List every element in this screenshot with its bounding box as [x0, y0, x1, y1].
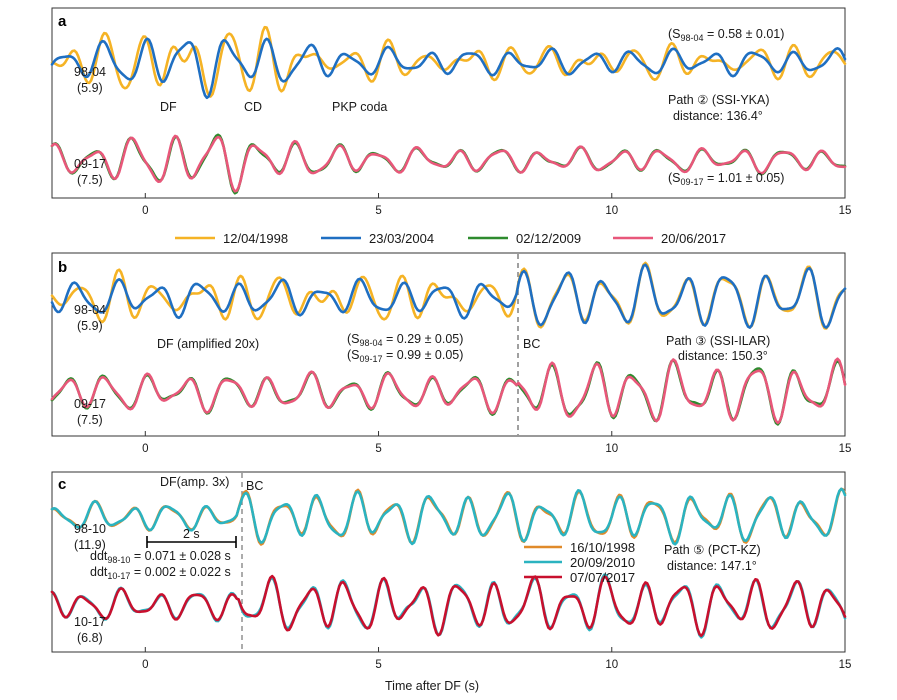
- tick-label-c-0: 0: [142, 659, 148, 671]
- panel-a-trace2-pair: 09-17: [74, 157, 106, 171]
- panel-a-df-label: DF: [160, 100, 177, 114]
- trace-a-98-04-12-04-1998: [50, 25, 847, 98]
- panel-a-trace1-pair: 98-04: [74, 65, 106, 79]
- tick-label-b-5: 5: [375, 443, 381, 455]
- trace-a-09-17-20-06-2017: [50, 134, 847, 193]
- panel-b-similarity-1: (S98-04 = 0.29 ± 0.05): [347, 332, 463, 348]
- panel-b-trace2-pair: 09-17: [74, 397, 106, 411]
- trace-a-98-04-23-03-2004: [50, 37, 847, 100]
- trace-c-10-17-07-07-2017: [50, 574, 847, 638]
- legend-label-0: 12/04/1998: [223, 231, 288, 246]
- panel-c-trace1-pair: 98-10: [74, 522, 106, 536]
- tick-label-a-15: 15: [839, 205, 852, 217]
- tick-label-b-15: 15: [839, 443, 852, 455]
- panel-a-trace1-mag: (5.9): [77, 81, 103, 95]
- panel-a-letter: a: [58, 13, 67, 30]
- legend-c-label-0: 16/10/1998: [570, 540, 635, 555]
- panel-b-letter: b: [58, 259, 67, 276]
- panel-a-trace2-mag: (7.5): [77, 173, 103, 187]
- panel-a-frame: [51, 7, 846, 199]
- panel-b-trace2-mag: (7.5): [77, 413, 103, 427]
- legend-label-1: 23/03/2004: [369, 231, 434, 246]
- tick-label-c-15: 15: [839, 659, 852, 671]
- legend-label-2: 02/12/2009: [516, 231, 581, 246]
- panel-b-bc-label: BC: [523, 337, 540, 351]
- trace-c-98-10-20-09-2010: [50, 487, 847, 546]
- panel-a-cd-label: CD: [244, 100, 262, 114]
- trace-c-98-10-16-10-1998: [50, 487, 847, 546]
- trace-c-10-17-20-09-2010: [50, 573, 847, 639]
- trace-b-09-17-20-06-2017: [50, 357, 847, 425]
- panel-b-path-label: Path ③ (SSI-ILAR): [666, 334, 770, 348]
- legend-label-3: 20/06/2017: [661, 231, 726, 246]
- panel-b-similarity-2: (S09-17 = 0.99 ± 0.05): [347, 348, 463, 364]
- panel-b-df-label: DF (amplified 20x): [157, 337, 259, 351]
- scale-bar-label: 2 s: [183, 527, 200, 541]
- panel-a-path-label: Path ② (SSI-YKA): [668, 93, 770, 107]
- legend-c-label-2: 07/07/2017: [570, 570, 635, 585]
- panel-c-ddt-2: ddt10-17 = 0.002 ± 0.022 s: [90, 565, 231, 581]
- panel-c-bc-label: BC: [246, 479, 263, 493]
- panel-c-ddt-1: ddt98-10 = 0.071 ± 0.028 s: [90, 549, 231, 565]
- tick-label-a-5: 5: [375, 205, 381, 217]
- tick-label-b-0: 0: [142, 443, 148, 455]
- tick-label-a-0: 0: [142, 205, 148, 217]
- panel-b-trace1-mag: (5.9): [77, 319, 103, 333]
- panel-c-df-label: DF(amp. 3x): [160, 475, 229, 489]
- tick-label-b-10: 10: [605, 443, 618, 455]
- traces-group: [50, 25, 847, 639]
- panel-a-distance-label: distance: 136.4°: [673, 109, 763, 123]
- ticks-group: 0 5 10 15 0 5 10 15 0 5 10 15: [142, 193, 851, 671]
- x-axis-label: Time after DF (s): [385, 679, 479, 693]
- tick-label-c-5: 5: [375, 659, 381, 671]
- panel-b-distance-label: distance: 150.3°: [678, 349, 768, 363]
- trace-b-09-17-02-12-2009: [50, 358, 847, 426]
- panel-c-trace2-pair: 10-17: [74, 615, 106, 629]
- panel-b-trace1-pair: 98-04: [74, 303, 106, 317]
- legend-c-label-1: 20/09/2010: [570, 555, 635, 570]
- panel-c-trace1-mag: (11.9): [74, 538, 106, 552]
- panel-c-letter: c: [58, 476, 66, 493]
- panel-b-frame: [51, 252, 846, 437]
- panel-c-frame: [51, 471, 846, 653]
- panel-a-similarity-1: (S98-04 = 0.58 ± 0.01): [668, 27, 784, 43]
- panel-c-trace2-mag: (6.8): [77, 631, 103, 645]
- panel-a-pkp-coda-label: PKP coda: [332, 100, 387, 114]
- trace-b-98-04-12-04-1998: [50, 261, 847, 330]
- tick-label-c-10: 10: [605, 659, 618, 671]
- panel-c-distance-label: distance: 147.1°: [667, 559, 757, 573]
- panel-a-similarity-2: (S09-17 = 1.01 ± 0.05): [668, 171, 784, 187]
- trace-b-98-04-23-03-2004: [50, 263, 847, 329]
- tick-label-a-10: 10: [605, 205, 618, 217]
- panel-c-path-label: Path ⑤ (PCT-KZ): [664, 543, 761, 557]
- legend-top: 12/04/1998 23/03/2004 02/12/2009 20/06/2017: [175, 231, 726, 246]
